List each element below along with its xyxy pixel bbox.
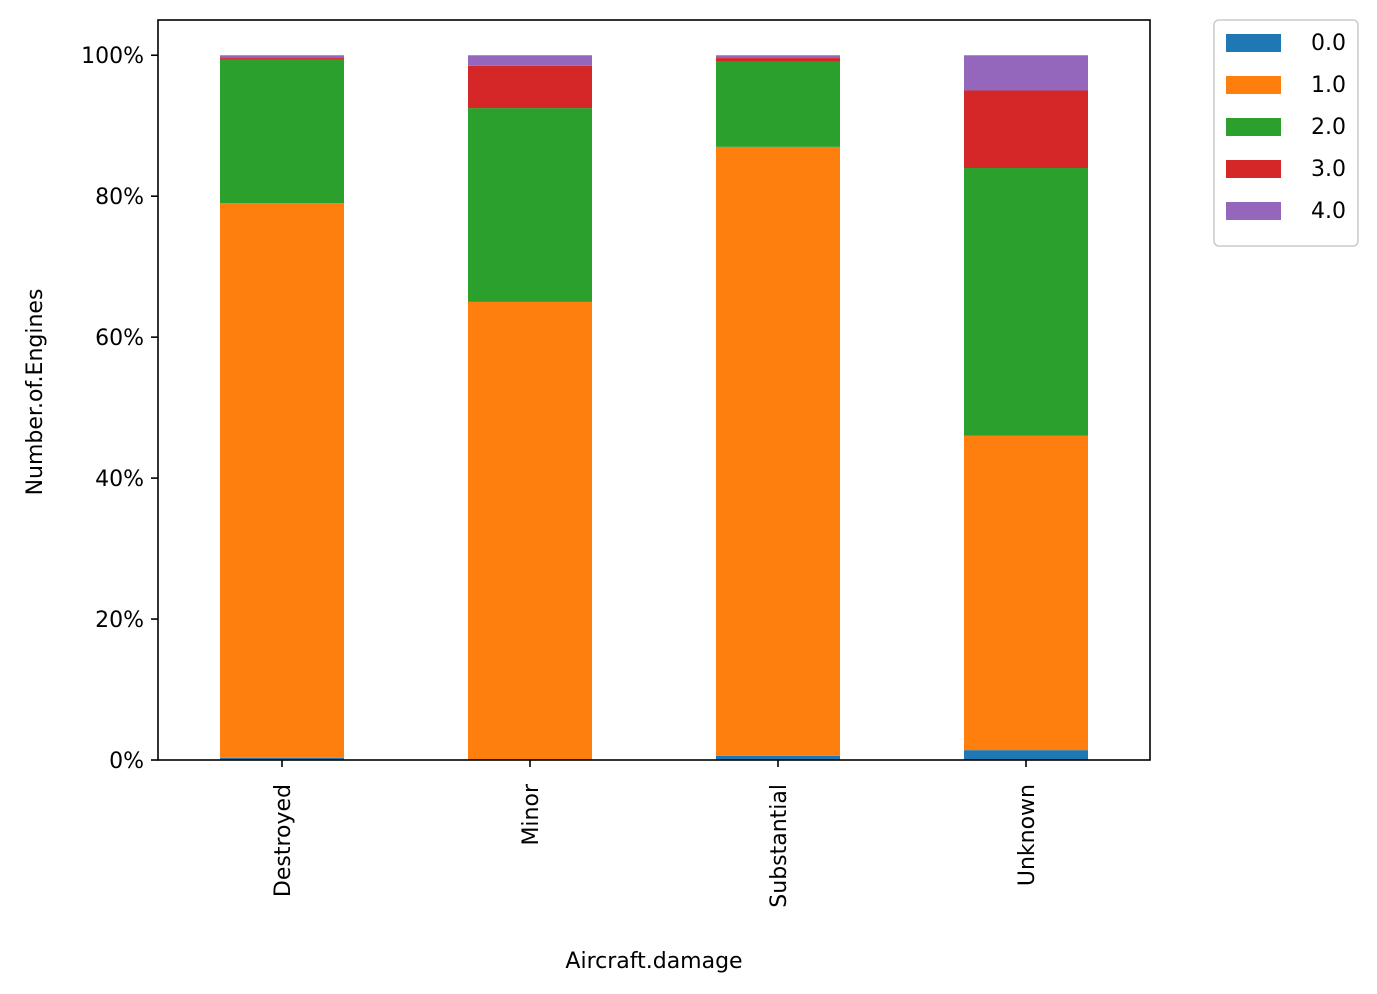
bar-destroyed-series-4 [220,55,344,59]
x-tick-label-substantial: Substantial [767,784,792,908]
bar-minor-series-2 [468,108,592,302]
legend-swatch-4 [1226,202,1281,220]
bar-substantial-series-4 [716,55,840,59]
bar-unknown-series-3 [964,90,1088,168]
x-tick-label-destroyed: Destroyed [271,784,296,897]
bar-substantial-series-2 [716,61,840,147]
legend-label-3: 3.0 [1311,157,1346,182]
legend-label-4: 4.0 [1311,199,1346,224]
y-tick-label: 60% [95,326,144,351]
legend: 0.0 1.0 2.0 3.0 4.0 [1213,19,1359,247]
bar-destroyed-series-3 [220,58,344,60]
legend-swatch-0 [1226,34,1281,52]
y-tick-label: 20% [95,608,144,633]
y-axis: 0% 20% 40% 60% 80% 100% [81,44,158,774]
bar-destroyed-series-2 [220,59,344,204]
y-axis-title: Number.of.Engines [23,289,48,496]
legend-swatch-2 [1226,118,1281,136]
y-tick-label: 80% [95,185,144,210]
bar-unknown-series-2 [964,168,1088,436]
legend-swatch-3 [1226,160,1281,178]
bar-minor-series-3 [468,65,592,109]
legend-label-2: 2.0 [1311,115,1346,140]
bar-unknown-series-1 [964,435,1088,751]
bar-minor-series-4 [468,55,592,66]
bar-substantial-series-1 [716,146,840,756]
bar-substantial-series-0 [716,755,840,760]
bar-unknown-series-4 [964,55,1088,91]
legend-swatch-1 [1226,76,1281,94]
plot-frame [157,19,1151,761]
bar-substantial-series-3 [716,58,840,62]
bar-minor-series-1 [468,301,592,760]
y-tick-label: 40% [95,467,144,492]
y-tick-label: 100% [81,44,144,69]
x-axis: Destroyed Minor Substantial Unknown [271,760,1040,908]
bar-unknown-series-0 [964,750,1088,760]
x-tick-label-unknown: Unknown [1015,784,1040,886]
bars-layer [220,55,1088,760]
legend-label-1: 1.0 [1311,73,1346,98]
legend-label-0: 0.0 [1311,31,1346,56]
x-tick-label-minor: Minor [519,783,544,845]
x-axis-title: Aircraft.damage [565,949,742,974]
bar-destroyed-series-0 [220,757,344,760]
y-tick-label: 0% [109,749,144,774]
bar-destroyed-series-1 [220,203,344,758]
